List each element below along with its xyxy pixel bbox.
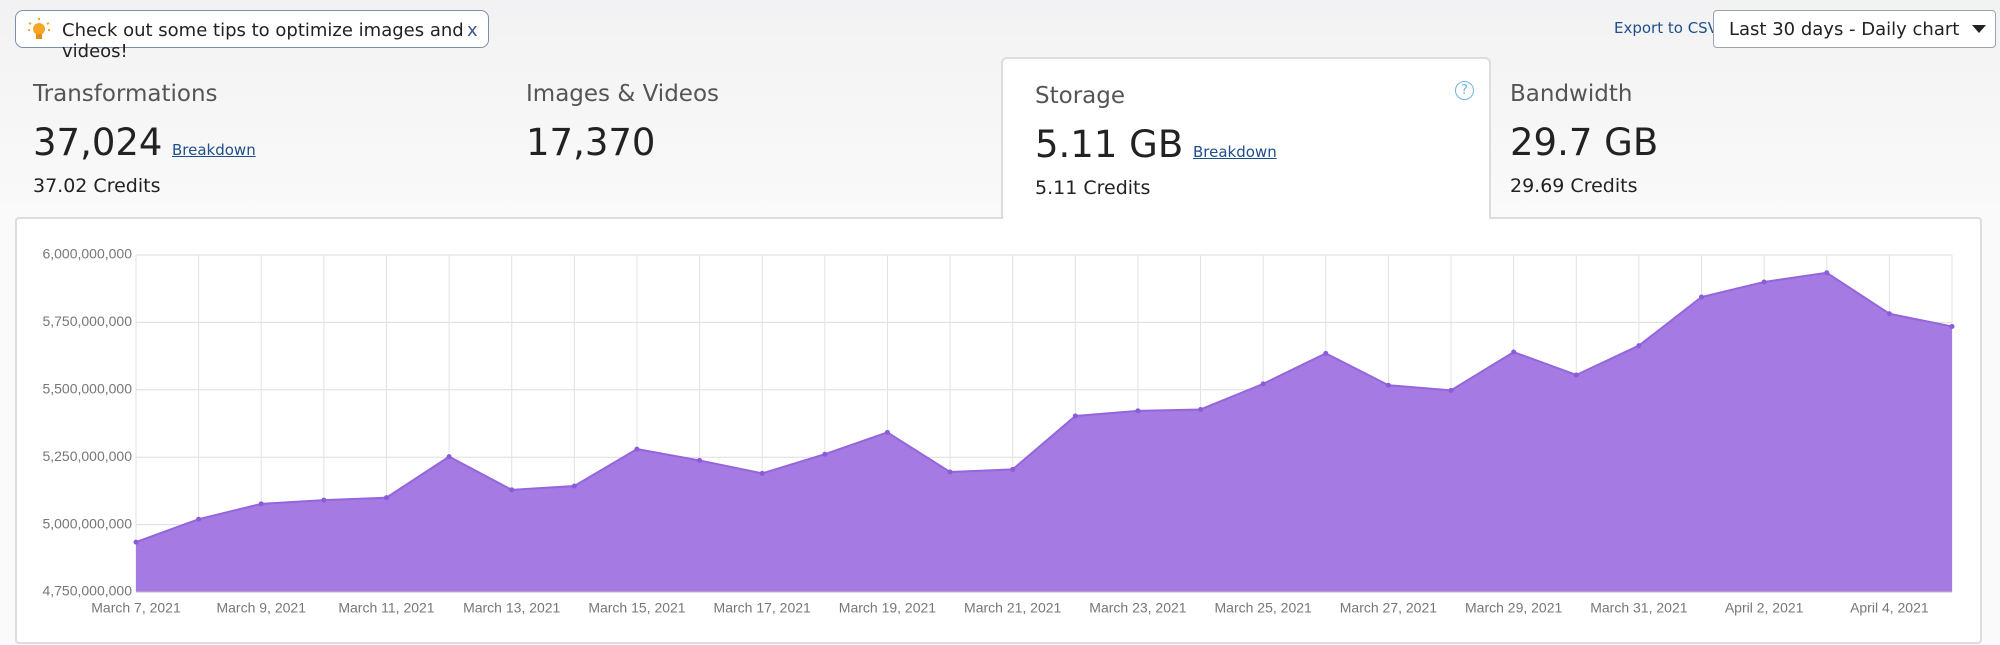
- point: [1448, 387, 1454, 393]
- tab-title: Images & Videos: [526, 81, 719, 107]
- point: [571, 483, 577, 489]
- point: [822, 451, 828, 457]
- point: [759, 470, 765, 476]
- point: [697, 457, 703, 463]
- caret: [1972, 25, 1986, 33]
- range-select[interactable]: Last 30 days - Daily chart: [1713, 10, 1996, 48]
- x-tick-label: March 11, 2021: [338, 600, 434, 616]
- close-button[interactable]: x: [467, 20, 478, 41]
- point: [1323, 350, 1329, 356]
- x-tick-label: March 15, 2021: [588, 600, 685, 616]
- point: [947, 469, 953, 475]
- point: [133, 539, 139, 545]
- x-tick-label: March 9, 2021: [216, 600, 306, 616]
- point: [1824, 270, 1830, 276]
- point: [1260, 381, 1266, 387]
- y-tick-label: 5,250,000,000: [42, 448, 132, 464]
- help-icon[interactable]: ?: [1455, 81, 1474, 100]
- tab-value: 5.11 GB: [1035, 123, 1184, 166]
- x-tick-label: March 29, 2021: [1465, 600, 1562, 616]
- x-tick-label: March 7, 2021: [91, 600, 181, 616]
- x-tick-label: March 27, 2021: [1340, 600, 1437, 616]
- line: [135, 271, 1953, 544]
- y-tick-label: 4,750,000,000: [42, 583, 132, 599]
- point: [1385, 382, 1391, 388]
- tab-value: 29.7 GB: [1510, 121, 1659, 164]
- point: [446, 454, 452, 460]
- point: [1511, 349, 1517, 355]
- stat-tab[interactable]: Storage 5.11 GB Breakdown 5.11 Credits?: [1001, 57, 1491, 219]
- point: [1886, 311, 1892, 317]
- tab-credits: 37.02 Credits: [33, 175, 161, 197]
- tip-text: Check out some tips to optimize images a…: [62, 20, 464, 62]
- x-tick-label: March 13, 2021: [463, 600, 560, 616]
- y-tick-label: 5,750,000,000: [42, 313, 132, 329]
- stat-tab[interactable]: Images & Videos 17,370: [494, 57, 984, 219]
- tab-title: Storage: [1035, 83, 1125, 109]
- x-tick-label: March 23, 2021: [1089, 600, 1186, 616]
- y-tick-label: 6,000,000,000: [42, 246, 132, 262]
- point: [1699, 294, 1705, 300]
- x-tick-label: March 21, 2021: [964, 600, 1061, 616]
- tab-value: 37,024: [33, 121, 163, 164]
- tab-credits: 29.69 Credits: [1510, 175, 1638, 197]
- point: [1010, 466, 1016, 472]
- point: [634, 446, 640, 452]
- point: [321, 497, 327, 503]
- select-text: Last 30 days - Daily chart: [1729, 19, 1960, 40]
- x-tick-label: March 17, 2021: [714, 600, 811, 616]
- point: [1135, 408, 1141, 414]
- tab-credits: 5.11 Credits: [1035, 177, 1151, 199]
- point: [1573, 372, 1579, 378]
- point: [1636, 343, 1642, 349]
- x-tick-label: March 31, 2021: [1590, 600, 1687, 616]
- point: [1198, 406, 1204, 412]
- stat-tab[interactable]: Bandwidth 29.7 GB 29.69 Credits: [1478, 57, 1968, 219]
- area: [136, 272, 1952, 592]
- point: [1949, 323, 1955, 329]
- breakdown-link[interactable]: Breakdown: [172, 141, 256, 159]
- point: [509, 487, 515, 493]
- x-tick-label: April 4, 2021: [1850, 600, 1929, 616]
- point: [258, 501, 264, 507]
- y-tick-label: 5,000,000,000: [42, 515, 132, 531]
- point: [884, 429, 890, 435]
- export-link[interactable]: Export to CSV: [1614, 19, 1718, 37]
- tab-title: Transformations: [33, 81, 218, 107]
- tip-banner[interactable]: Check out some tips to optimize images a…: [15, 10, 489, 62]
- x-tick-label: March 25, 2021: [1215, 600, 1312, 616]
- point: [383, 495, 389, 501]
- bulb-icon: [28, 18, 50, 39]
- stat-tab[interactable]: Transformations 37,024 Breakdown 37.02 Cred…: [1, 57, 491, 219]
- tab-value: 17,370: [526, 121, 656, 164]
- x-tick-label: March 19, 2021: [839, 600, 936, 616]
- x-tick-label: April 2, 2021: [1725, 600, 1804, 616]
- point: [1072, 413, 1078, 419]
- y-tick-label: 5,500,000,000: [42, 381, 132, 397]
- breakdown-link[interactable]: Breakdown: [1193, 143, 1277, 161]
- point: [1761, 279, 1767, 285]
- tab-title: Bandwidth: [1510, 81, 1633, 107]
- point: [196, 516, 202, 522]
